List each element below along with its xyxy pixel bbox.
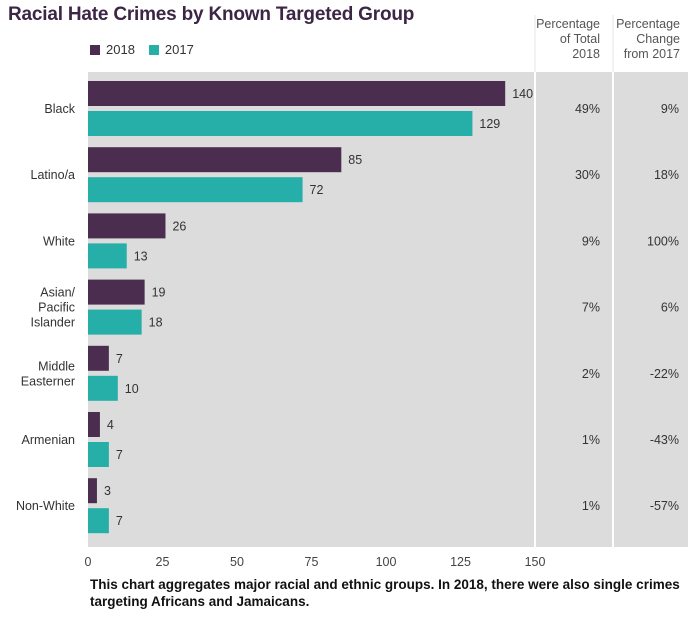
data-label: 10 — [125, 382, 139, 396]
data-label: 7 — [116, 514, 123, 528]
data-label: 129 — [479, 117, 500, 131]
legend-label-2018: 2018 — [106, 42, 135, 57]
bar — [88, 375, 118, 401]
x-tick-label: 150 — [525, 555, 546, 569]
bar — [88, 279, 145, 305]
data-label: 140 — [512, 87, 533, 101]
percent-total-value: 2% — [582, 367, 600, 381]
data-label: 3 — [104, 484, 111, 498]
bar — [88, 147, 342, 173]
data-label: 4 — [107, 418, 114, 432]
bar — [88, 309, 142, 335]
bar — [88, 111, 473, 136]
category-label: White — [43, 234, 75, 248]
legend-item-2018: 2018 — [90, 42, 135, 57]
column-header-percent-total: Percentage of Total 2018 — [536, 17, 600, 61]
percent-change-value: 100% — [647, 234, 679, 248]
category-label: Latino/a — [31, 168, 76, 182]
percent-total-value: 49% — [575, 102, 600, 116]
percent-total-value: 9% — [582, 234, 600, 248]
category-label: Non-White — [16, 499, 75, 513]
category-label: Asian/Pacific Islander — [31, 286, 76, 330]
bar — [88, 81, 506, 106]
x-tick-label: 75 — [305, 555, 319, 569]
x-tick-label: 125 — [450, 555, 471, 569]
legend-label-2017: 2017 — [164, 42, 194, 57]
data-label: 19 — [152, 286, 166, 300]
bar — [88, 412, 100, 437]
x-tick-label: 100 — [376, 555, 397, 569]
percent-change-value: 9% — [661, 102, 679, 116]
x-tick-label: 50 — [230, 555, 244, 569]
x-tick-label: 0 — [85, 555, 92, 569]
data-label: 85 — [348, 153, 362, 167]
legend-swatch-2017 — [148, 44, 159, 55]
bar — [88, 177, 303, 203]
bar — [88, 442, 109, 467]
percent-total-value: 1% — [582, 433, 600, 447]
category-label: Black — [44, 102, 75, 116]
column-header-percent-change: Percentage Change from 2017 — [616, 17, 680, 61]
legend-swatch-2018 — [90, 44, 100, 55]
chart-footnote: This chart aggregates major racial and e… — [90, 577, 680, 609]
legend-item-2017: 2017 — [148, 42, 194, 57]
data-label: 72 — [310, 183, 324, 197]
chart-legend: 2018 2017 — [90, 42, 194, 57]
percent-change-value: -57% — [650, 499, 679, 513]
x-tick-label: 25 — [156, 555, 170, 569]
chart-title: Racial Hate Crimes by Known Targeted Gro… — [8, 4, 415, 25]
percent-total-value: 1% — [582, 499, 600, 513]
category-label: Middle Easterner — [21, 359, 75, 388]
percent-total-value: 7% — [582, 301, 600, 315]
bar — [88, 508, 109, 534]
bar — [88, 345, 109, 371]
data-label: 7 — [116, 352, 123, 366]
bar — [88, 478, 97, 504]
data-label: 7 — [116, 448, 123, 462]
percent-total-value: 30% — [575, 168, 600, 182]
data-label: 13 — [134, 249, 148, 263]
category-label: Armenian — [22, 433, 76, 447]
bar — [88, 243, 127, 269]
data-label: 18 — [149, 316, 163, 330]
percent-change-value: 18% — [654, 168, 679, 182]
percent-change-value: 6% — [661, 301, 679, 315]
bar — [88, 213, 166, 239]
percent-change-value: -43% — [650, 433, 679, 447]
percent-change-value: -22% — [650, 367, 679, 381]
data-label: 26 — [172, 219, 186, 233]
